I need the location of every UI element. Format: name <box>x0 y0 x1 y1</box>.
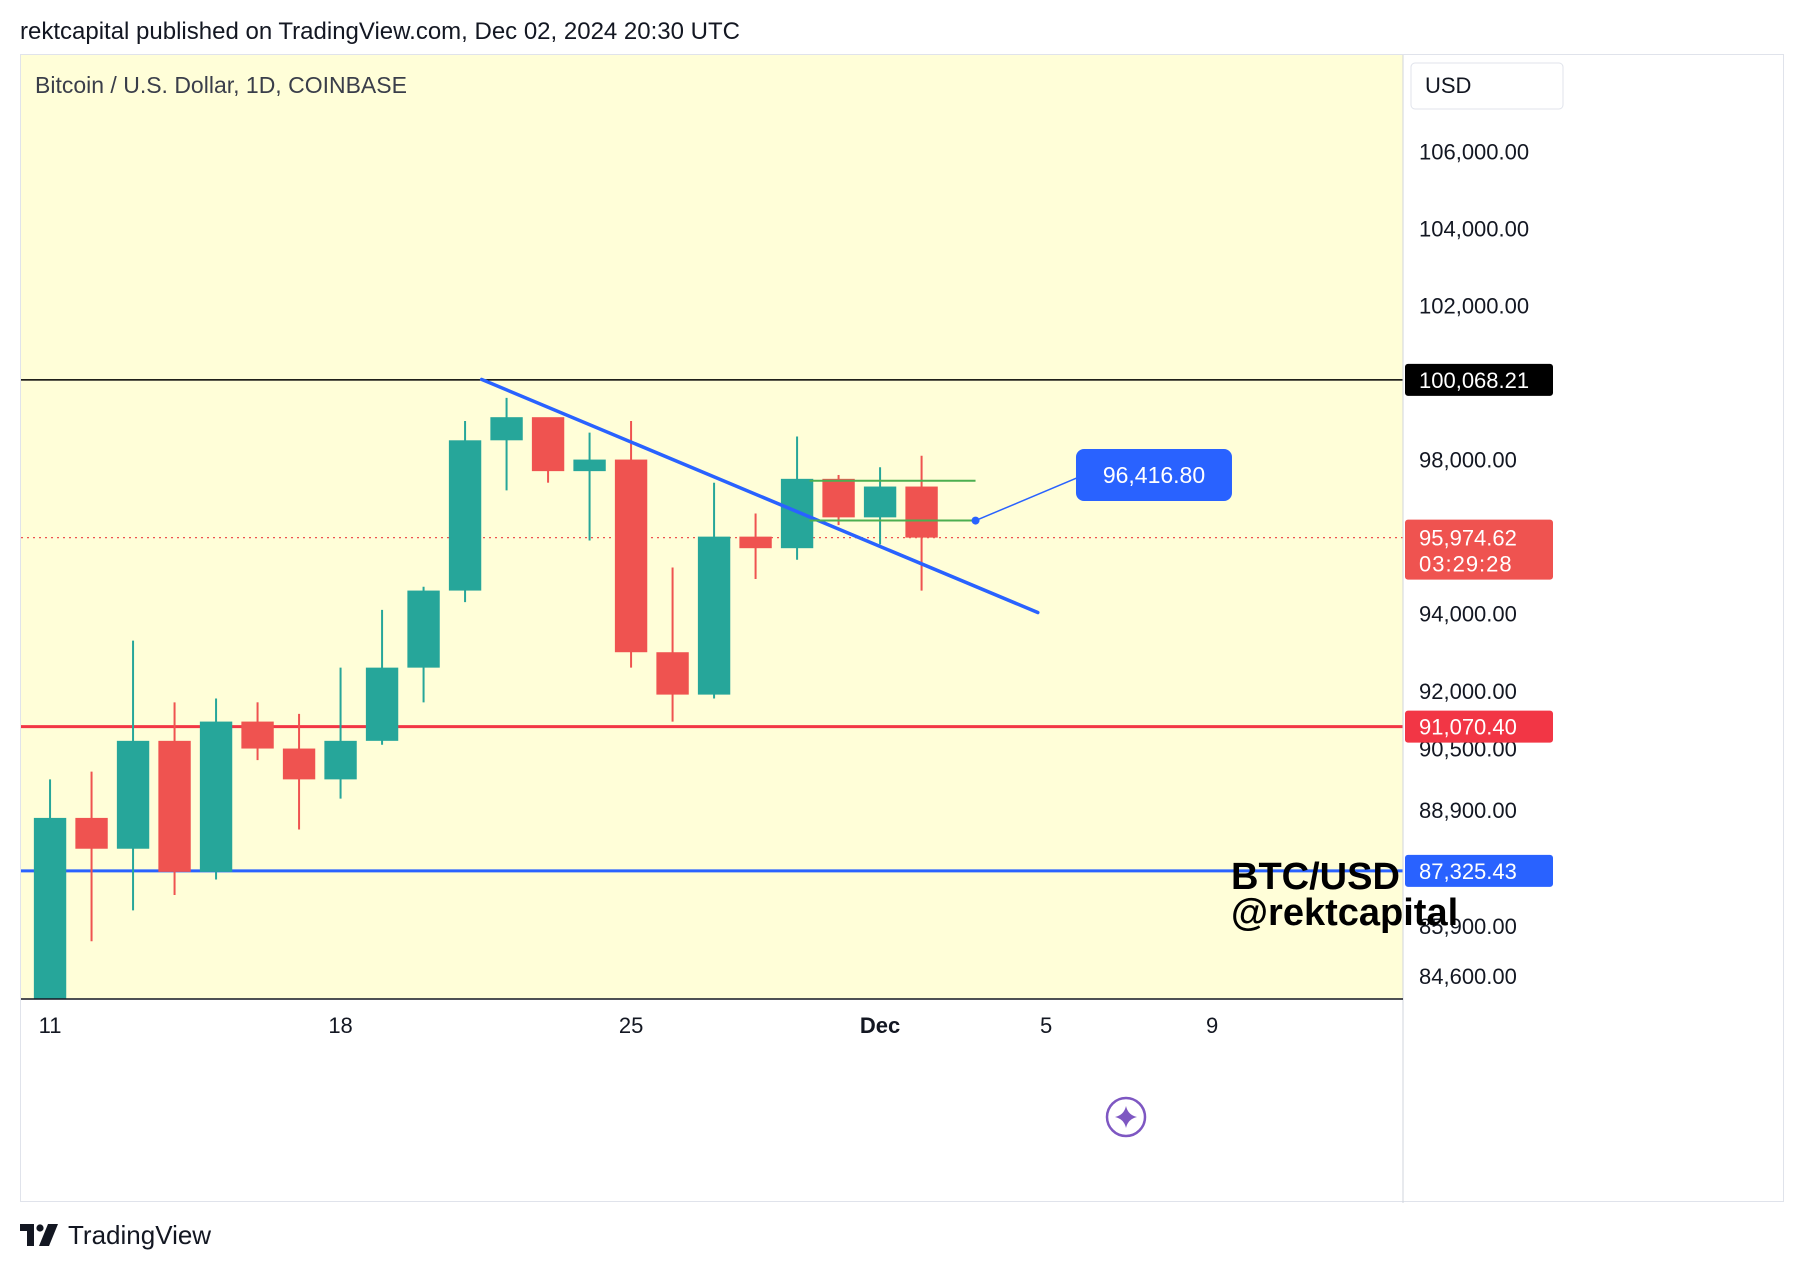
candle[interactable] <box>282 713 316 830</box>
price-note-connector <box>975 474 1085 522</box>
x-tick-label: 5 <box>1040 1013 1052 1038</box>
x-tick-label: 9 <box>1206 1013 1218 1038</box>
x-tick-label: 25 <box>619 1013 643 1038</box>
candle-body <box>75 817 108 849</box>
candle[interactable] <box>448 421 482 603</box>
candle-body <box>905 486 938 538</box>
y-tick-label: 106,000.00 <box>1419 139 1529 164</box>
candle[interactable] <box>490 397 523 491</box>
last-price-value: 95,974.62 <box>1419 526 1517 551</box>
y-tick-label: 88,900.00 <box>1419 798 1517 823</box>
last-price-countdown: 03:29:28 <box>1419 552 1513 577</box>
y-tick-label: 84,600.00 <box>1419 964 1517 989</box>
candle[interactable] <box>199 698 233 880</box>
candle[interactable] <box>407 586 440 703</box>
candle-body <box>490 417 523 441</box>
drawings: 96,416.80 <box>479 377 1232 615</box>
y-tick-label: 85,900.00 <box>1419 914 1517 939</box>
candlestick-chart[interactable]: 96,416.80 106,000.00 104,000.00 102,000.00… <box>21 55 1785 1203</box>
candle-body <box>448 440 482 591</box>
level-label-support-value: 87,325.43 <box>1419 859 1517 884</box>
level-label-resistance-tag <box>1405 363 1553 396</box>
price-note-anchor[interactable] <box>971 516 980 525</box>
candle[interactable] <box>531 417 565 483</box>
x-tick-label: Dec <box>860 1013 900 1038</box>
currency-label[interactable]: USD <box>1425 73 1471 98</box>
candle[interactable] <box>241 702 274 761</box>
brand-name: TradingView <box>68 1219 212 1250</box>
price-note-bubble[interactable] <box>1075 448 1232 501</box>
candle-body <box>573 459 606 472</box>
price-note-label: 96,416.80 <box>1103 462 1205 488</box>
sparkle-icon[interactable] <box>1105 1096 1147 1138</box>
y-tick-label: 92,000.00 <box>1419 679 1517 704</box>
chart-panel[interactable]: 96,416.80 106,000.00 104,000.00 102,000.00… <box>20 54 1785 1203</box>
price-labels: 100,068.21 91,070.40 87,325.43 95,974.6203:… <box>1405 363 1553 887</box>
candle[interactable] <box>697 482 731 699</box>
y-tick-label: 102,000.00 <box>1419 293 1529 318</box>
candle[interactable] <box>822 474 855 526</box>
candle[interactable] <box>158 702 191 895</box>
descending-trendline[interactable] <box>479 377 1040 615</box>
candle-body <box>324 740 357 780</box>
level-label-support-tag <box>1405 854 1553 887</box>
candle-body <box>33 817 67 999</box>
level-label-resistance-value: 100,068.21 <box>1419 368 1529 393</box>
candle-body <box>116 740 150 849</box>
candle[interactable] <box>116 640 150 911</box>
level-label-mid-support-value: 91,070.40 <box>1419 715 1517 740</box>
publish-line: rektcapital published on TradingView.com… <box>20 18 740 45</box>
candle-body <box>365 667 399 741</box>
y-tick-label: 94,000.00 <box>1419 602 1517 627</box>
candle[interactable] <box>75 771 108 942</box>
candle-body <box>822 478 855 518</box>
y-tick-label: 98,000.00 <box>1419 448 1517 473</box>
tradingview-logo-icon <box>20 1224 58 1246</box>
candle[interactable] <box>33 779 67 999</box>
chart-title: Bitcoin / U.S. Dollar, 1D, COINBASE <box>35 72 407 98</box>
candle-body <box>531 417 565 472</box>
last-price-tag <box>1405 519 1553 580</box>
candle-body <box>407 590 440 668</box>
candle[interactable] <box>863 467 897 545</box>
candle[interactable] <box>324 667 357 799</box>
candle-body <box>656 652 689 695</box>
candle[interactable] <box>656 567 689 722</box>
level-label-mid-support-tag <box>1405 710 1553 743</box>
candle[interactable] <box>739 513 772 580</box>
candles <box>33 397 938 999</box>
candle[interactable] <box>905 455 938 591</box>
candle-body <box>241 721 274 749</box>
candle-body <box>199 721 233 872</box>
candle-body <box>282 748 316 780</box>
candle-body <box>739 536 772 549</box>
x-tick-label: 18 <box>328 1013 352 1038</box>
candle[interactable] <box>780 436 814 560</box>
candle[interactable] <box>614 421 648 668</box>
footer-brand[interactable]: TradingView <box>20 1218 211 1252</box>
candle-body <box>614 459 648 653</box>
watermark-pair: BTC/USD <box>1231 856 1400 898</box>
candle-body <box>158 740 191 872</box>
candle[interactable] <box>365 609 399 745</box>
candle-body <box>697 536 731 695</box>
x-tick-label: 11 <box>39 1013 62 1038</box>
candle[interactable] <box>573 432 606 541</box>
watermark-handle: @rektcapital <box>1231 892 1458 934</box>
sparkle-star <box>1115 1106 1137 1128</box>
currency-button[interactable]: USD <box>1410 62 1564 110</box>
candle-body <box>863 486 897 518</box>
y-tick-label: 104,000.00 <box>1419 216 1529 241</box>
plot-area[interactable] <box>21 55 1403 999</box>
